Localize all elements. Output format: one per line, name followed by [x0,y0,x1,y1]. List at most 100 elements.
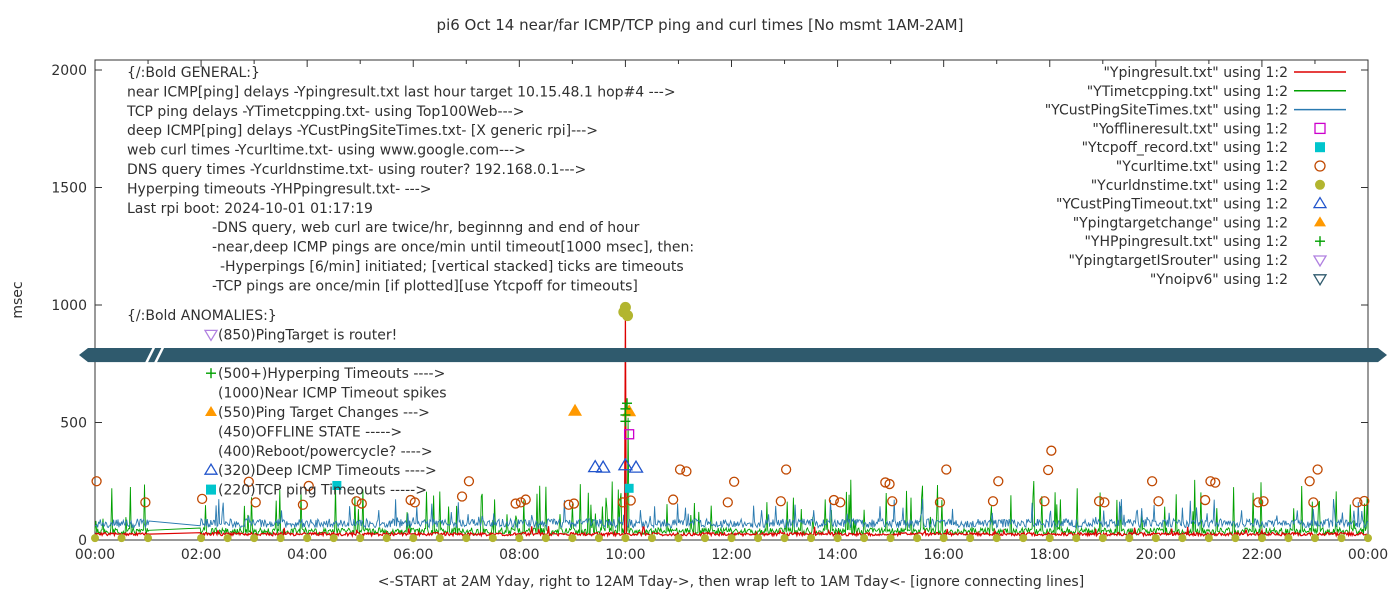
circle-filled-icon [223,534,232,543]
anomaly-note-line: (1000)Near ICMP Timeout spikes [218,386,447,402]
circle-open-icon [1314,160,1326,172]
anomaly-note-line: {/:Bold ANOMALIES:} [127,308,277,324]
circle-filled-icon [117,534,126,543]
general-note-line: {/:Bold GENERAL:} [127,65,260,81]
circle-open-icon [1200,494,1211,506]
legend-label: "Yofflineresult.txt" using 1:2 [1092,121,1288,137]
circle-open-icon [1093,496,1105,507]
anomaly-note-line: (400)Reboot/powercycle? ----> [218,444,433,460]
circle-open-icon [297,499,309,510]
circle-open-icon [1205,476,1216,487]
circle-filled-icon [913,534,922,543]
legend-label: "YTimetcpping.txt" using 1:2 [1087,84,1288,100]
x-tick-label: 14:00 [817,547,857,563]
circle-open-icon [243,476,254,487]
band-bar [88,348,1378,363]
y-tick-label: 1000 [51,298,87,314]
x-tick-label: 20:00 [1136,547,1176,563]
circle-open-icon [722,497,733,508]
line-series-YCustPingSiteTimes [94,417,1369,530]
triangle-up-icon [617,457,634,471]
x-tick-label: 02:00 [181,547,221,563]
circle-filled-icon [435,534,444,543]
circle-open-icon [563,499,574,510]
triangle-up-icon [587,459,603,473]
legend-entry: "Ypingresult.txt" using 1:2 [1103,65,1346,81]
circle-filled-icon [622,310,634,322]
circle-open-icon [1146,476,1158,487]
circle-open-icon [835,497,846,508]
general-note-line: -near,deep ICMP pings are once/min until… [212,240,694,256]
band-break-icon [144,345,156,365]
triangle-up-icon [203,462,219,475]
circle-filled-icon [1178,534,1187,543]
point-series-Yofflineresult [623,429,635,440]
series-points [91,301,1372,543]
circle-filled-icon [727,534,736,543]
series-lines [94,307,1369,539]
circle-open-icon [668,494,679,505]
circle-filled-icon [807,534,816,543]
circle-open-icon [1153,496,1164,507]
circle-open-icon [351,496,362,507]
general-note-line: near ICMP[ping] delays -Ypingresult.txt … [127,84,676,100]
square-filled-icon [332,480,342,490]
circle-filled-icon [409,534,418,543]
circle-open-icon [1039,496,1050,507]
circle-filled-icon [992,534,1001,543]
legend-label: "Ypingtargetchange" using 1:2 [1073,215,1288,231]
legend-label: "Ypingresult.txt" using 1:2 [1103,65,1288,81]
circle-filled-icon [303,534,312,543]
circle-filled-icon [621,534,630,543]
legend-label: "YCustPingSiteTimes.txt" using 1:2 [1045,103,1288,119]
x-tick-label: 06:00 [393,547,433,563]
legend-entry: "YCustPingTimeout.txt" using 1:2 [1056,196,1328,213]
legend-label: "Ynoipv6" using 1:2 [1150,272,1288,288]
circle-open-icon [1099,497,1110,508]
circle-open-icon [625,495,636,506]
x-tick-label: 12:00 [711,547,751,563]
point-series-Ycurltime [91,445,1370,510]
chart-title: pi6 Oct 14 near/far ICMP/TCP ping and cu… [437,16,964,34]
circle-open-icon [250,497,261,508]
circle-open-icon [987,496,999,507]
point-series-Ytcpoff_record [332,480,634,493]
x-tick-label: 16:00 [923,547,963,563]
circle-open-icon [356,498,367,509]
circle-open-icon [1043,464,1054,476]
x-tick-label: 00:00 [1348,547,1388,563]
circle-filled-icon [619,301,631,313]
legend-entry: "YHPpingresult.txt" using 1:2 [1084,234,1325,250]
circle-open-icon [303,480,314,492]
y-tick-label: 0 [78,533,87,549]
circle-open-icon [780,464,792,475]
circle-open-icon [1258,496,1269,507]
circle-filled-icon [144,534,153,543]
circle-open-icon [140,497,151,508]
y-tick-label: 2000 [51,63,87,79]
noipv6-band [79,345,1387,365]
circle-open-icon [1253,497,1264,508]
circle-filled-icon [966,534,975,543]
circle-filled-icon [1204,534,1213,543]
square-open-icon [623,429,635,440]
circle-filled-icon [541,534,550,543]
circle-filled-icon [886,534,895,543]
circle-open-icon [1308,497,1319,508]
anomaly-note-line: (550)Ping Target Changes ---> [218,405,430,421]
x-tick-label: 10:00 [605,547,645,563]
line-series-Ypingresult [94,307,1369,539]
circle-open-icon [568,498,580,509]
circle-filled-icon [700,534,709,543]
circle-filled-icon [1072,534,1081,543]
circle-filled-icon [250,534,259,543]
general-note-line: Last rpi boot: 2024-10-01 01:17:19 [127,201,373,217]
circle-filled-icon [1231,534,1240,543]
y-tick-label: 1500 [51,181,87,197]
circle-filled-icon [780,534,789,543]
circle-filled-icon [382,534,391,543]
anomaly-note-line: (450)OFFLINE STATE -----> [218,424,402,440]
general-note-line: TCP ping delays -YTimetcpping.txt- using… [126,104,524,120]
legend-entry: "Ytcpoff_record.txt" using 1:2 [1082,140,1325,156]
